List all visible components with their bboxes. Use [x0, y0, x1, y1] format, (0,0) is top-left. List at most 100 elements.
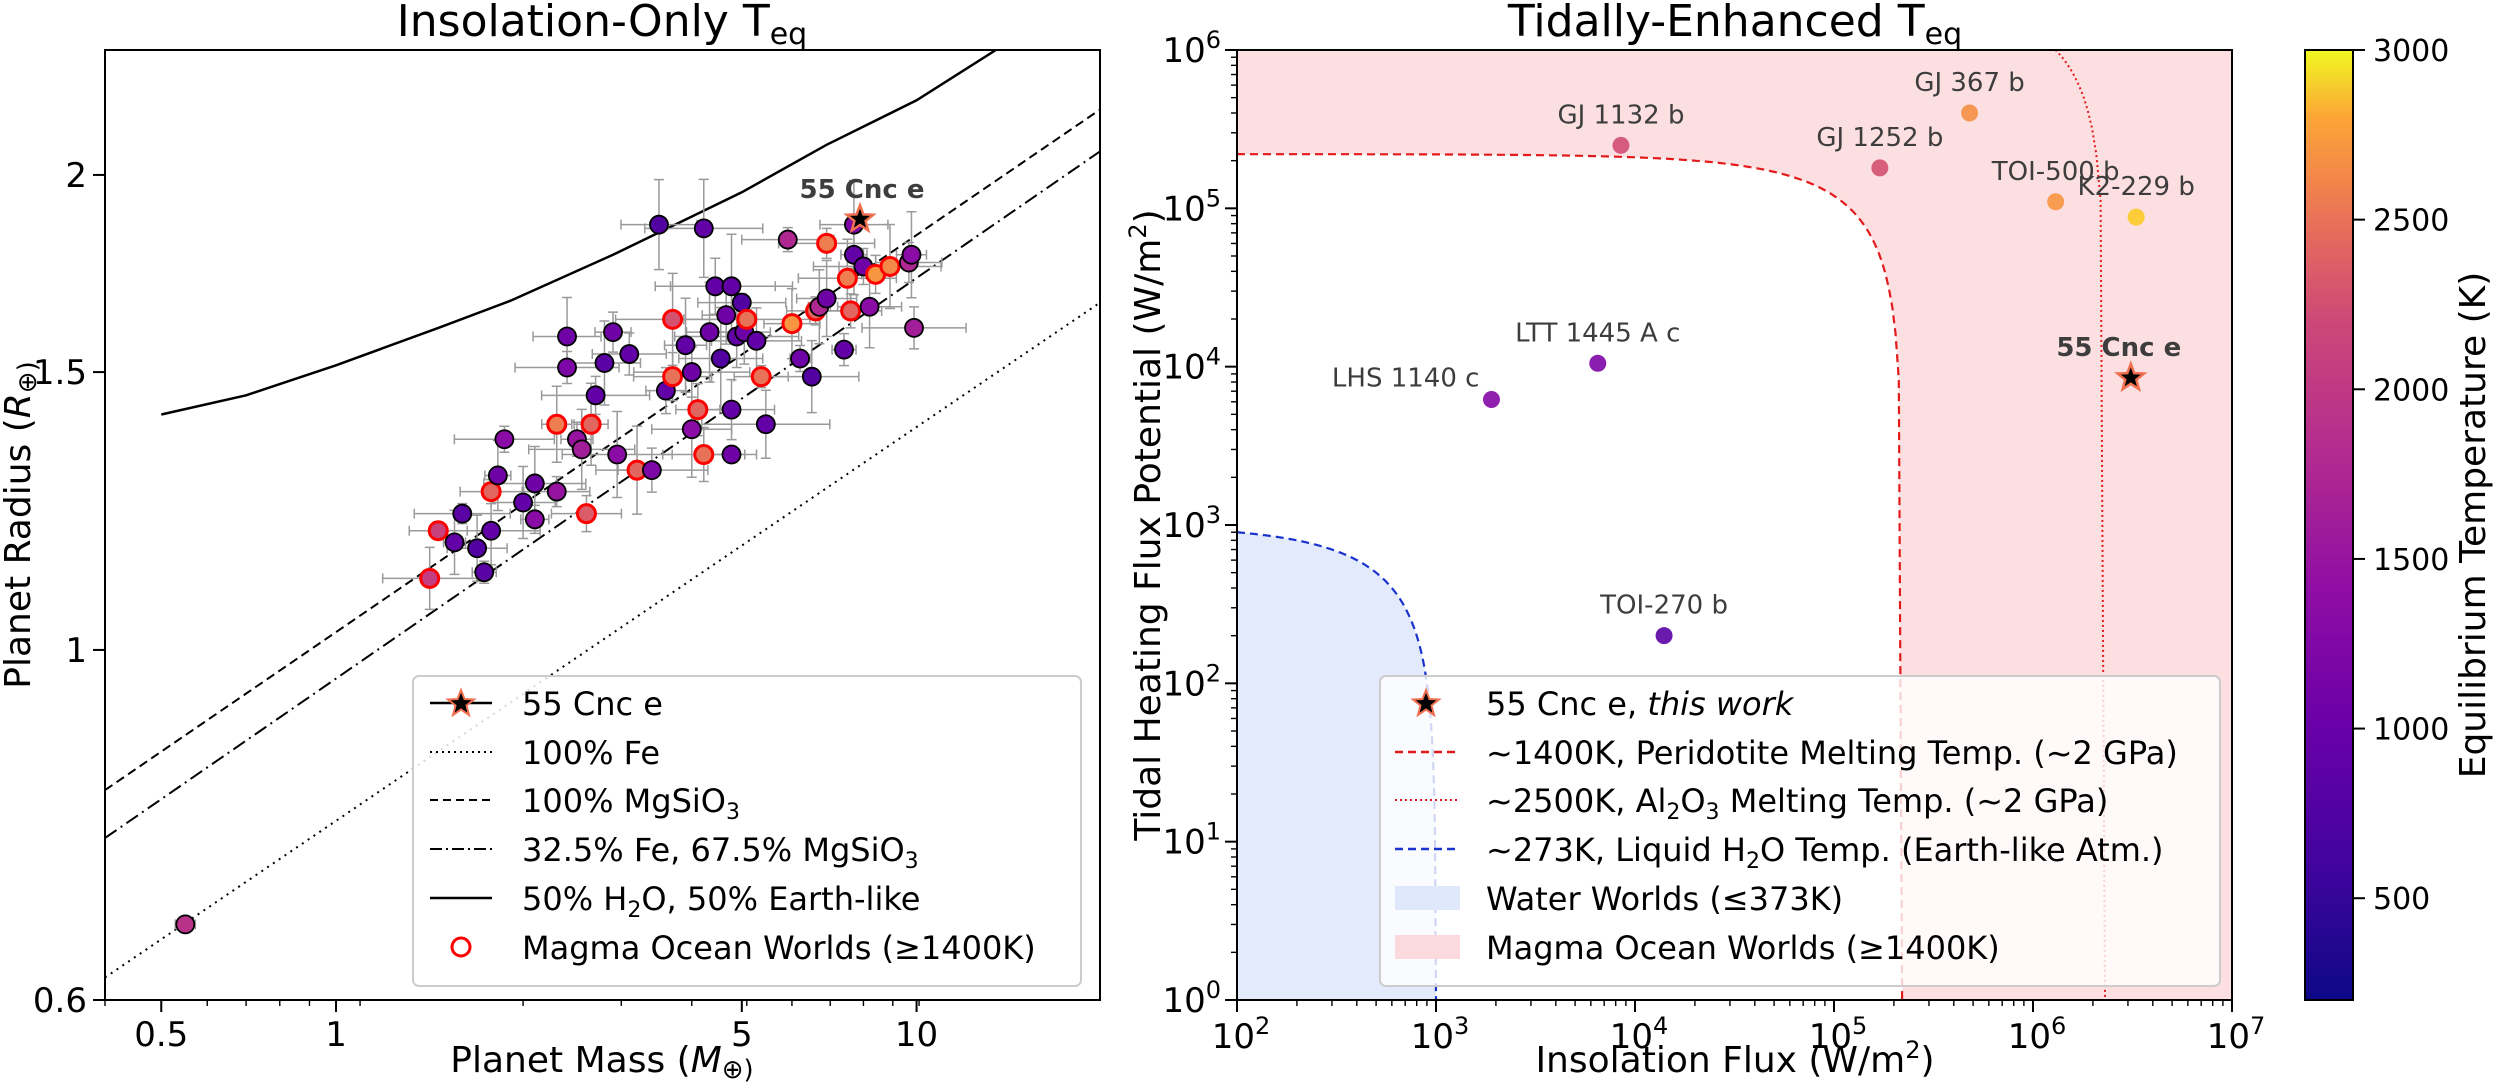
legend-entry-magma-ocean: Magma Ocean Worlds (≥1400K): [450, 929, 1036, 967]
planet-point: [834, 339, 854, 360]
colorbar-tick-label: 2500: [2373, 204, 2449, 239]
right-x-axis-title: Insolation Flux (W/m2): [1535, 1036, 1934, 1081]
left-legend: 55 Cnc e 100% Fe 100% MgSiO3 32.5% Fe, 6…: [412, 675, 1082, 987]
legend-entry-mgsio3: 100% MgSiO3: [430, 782, 740, 825]
planet-point: [619, 344, 640, 364]
legend-entry-peridotite: ~1400K, Peridotite Melting Temp. (~2 GPa…: [1395, 734, 2178, 772]
planet-label: TOI-270 b: [1599, 591, 1728, 621]
legend-label-al2o3: ~2500K, Al2O3 Melting Temp. (~2 GPa): [1486, 782, 2108, 825]
x-tick-label: 102: [1212, 1012, 1271, 1057]
left-axes-frame: [104, 49, 1101, 1001]
planet-point: [557, 357, 577, 378]
y-tick-label: 1.5: [33, 353, 87, 393]
planet-label: K2-229 b: [2077, 172, 2194, 202]
colorbar-tick-label: 3000: [2373, 34, 2449, 69]
left-chart-title: Insolation-Only Teq: [397, 0, 807, 52]
peridotite-melt-curve: [1237, 153, 1904, 1000]
legend-label-this-work: 55 Cnc e, this work: [1486, 685, 1795, 723]
planet-point: [419, 567, 441, 589]
planet-point: [607, 444, 628, 465]
planet-point: [427, 520, 449, 542]
planet-label: GJ 367 b: [1914, 68, 2024, 98]
colorbar-tick-label: 2000: [2373, 373, 2449, 408]
left-x-axis-title: Planet Mass (M⊕): [450, 1040, 753, 1085]
y-tick-label: 103: [1162, 501, 1221, 546]
legend-entry-55-cnc-e-this-work: 55 Cnc e, this work: [1410, 685, 1795, 723]
planet-point: [859, 296, 880, 317]
planet-point: [710, 348, 731, 369]
planet-point: [836, 267, 858, 289]
legend-entry-55-cnc-e: 55 Cnc e: [430, 685, 663, 723]
legend-entry-magma-ocean-worlds: Magma Ocean Worlds (≥1400K): [1395, 929, 2000, 967]
x-tick-label: 103: [1411, 1012, 1470, 1057]
planet-point: [705, 276, 726, 297]
planet-point: [571, 439, 592, 460]
colorbar-tick-label: 500: [2373, 882, 2430, 917]
planet-point: [513, 492, 533, 513]
planet-point: [721, 399, 742, 420]
legend-entry-100-fe: 100% Fe: [430, 734, 660, 772]
colorbar-ticks: 500 1000 1500 2000 2500 3000: [2353, 34, 2449, 917]
x-tick-label: 1: [325, 1015, 347, 1055]
planet-point: [580, 413, 602, 435]
colorbar-tick-label: 1500: [2373, 543, 2449, 578]
magma-ocean-swatch: [1395, 935, 1460, 959]
legend-label-magma-ocean: Magma Ocean Worlds (≥1400K): [522, 929, 1036, 967]
right-y-axis-title: Tidal Heating Flux Potential (W/m2): [1124, 209, 1169, 841]
planet-point: [1871, 159, 1889, 177]
planet-point: [481, 520, 502, 541]
planet-point: [721, 276, 742, 297]
planet-point: [879, 255, 901, 277]
55-cnc-e-annotation: 55 Cnc e: [800, 175, 925, 205]
planet-point: [524, 473, 545, 494]
planet-point: [904, 317, 924, 338]
x-tick-label: 5: [731, 1015, 753, 1055]
planet-point: [2047, 193, 2065, 211]
planet-point: [781, 313, 803, 335]
legend-label-mgsio3: 100% MgSiO3: [522, 782, 740, 825]
y-tick-label: 2: [65, 156, 87, 196]
planet-label: GJ 1132 b: [1557, 100, 1684, 130]
planet-point: [716, 305, 737, 326]
planet-label: LTT 1445 A c: [1515, 318, 1680, 348]
planet-point: [736, 308, 758, 330]
planet-point: [681, 419, 702, 440]
planet-point: [1482, 391, 1500, 409]
planet-point: [546, 413, 568, 435]
planet-label: GJ 1252 b: [1816, 123, 1943, 153]
legend-entry-water-worlds: Water Worlds (≤373K): [1395, 880, 1843, 918]
x-tick-label: 106: [2008, 1012, 2067, 1057]
legend-label-water-worlds: Water Worlds (≤373K): [1486, 880, 1843, 918]
colorbar: 500 1000 1500 2000 2500 3000 Equilibrium Temp…: [2304, 34, 2494, 1001]
x-tick-label: 105: [1809, 1012, 1868, 1057]
legend-label-magma-ocean-worlds: Magma Ocean Worlds (≥1400K): [1486, 929, 2000, 967]
planet-point: [594, 353, 615, 373]
right-legend: 55 Cnc e, this work ~1400K, Peridotite M…: [1379, 675, 2221, 987]
legend-label-water-world: 50% H2O, 50% Earth-like: [522, 880, 920, 923]
left-axes: 0.5 1 5 10 0.6 1 1.5 2: [33, 156, 938, 1055]
colorbar-label: Equilibrium Temperature (K): [2453, 272, 2494, 779]
legend-label-peridotite: ~1400K, Peridotite Melting Temp. (~2 GPa…: [1486, 734, 2178, 772]
x-tick-label: 0.5: [134, 1015, 188, 1055]
planet-point: [662, 366, 684, 388]
composition-curve-3: [161, 50, 997, 416]
planet-point: [801, 366, 822, 387]
planet-point: [603, 322, 623, 343]
water-worlds-swatch: [1395, 886, 1460, 910]
planet-point: [641, 460, 662, 481]
planet-point: [467, 538, 488, 559]
highlight-star-55-cnc-e: [843, 201, 877, 234]
y-tick-label: 100: [1162, 976, 1221, 1021]
planet-point: [687, 399, 709, 421]
planet-point: [1961, 104, 1979, 122]
highlight-star-55-cnc-e: [2114, 360, 2148, 393]
y-tick-label: 1: [65, 631, 87, 671]
planet-point: [494, 429, 515, 450]
right-chart-title: Tidally-Enhanced Teq: [1507, 0, 1962, 52]
legend-label-55-cnc-e: 55 Cnc e: [522, 685, 663, 723]
highlight-label-55-cnc-e: 55 Cnc e: [2056, 333, 2181, 363]
planet-point: [816, 288, 837, 309]
right-axes: 102 103 104 105 106 107 100 101 102 103 104 105 106: [1162, 26, 2265, 1057]
planet-point: [585, 385, 606, 406]
